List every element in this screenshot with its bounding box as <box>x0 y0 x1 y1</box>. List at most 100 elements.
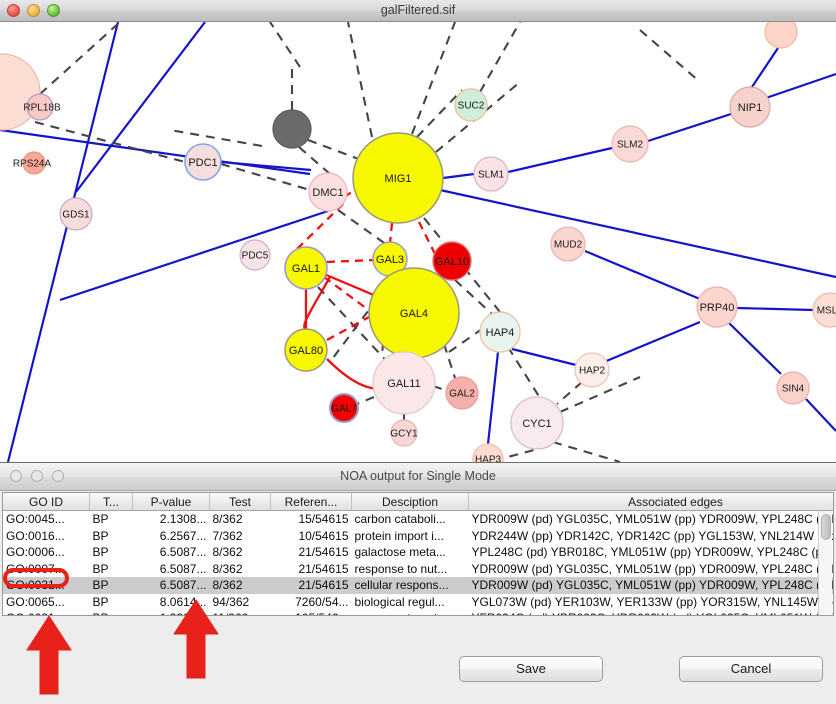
node-dmc1[interactable] <box>308 172 348 212</box>
table-row-selected[interactable]: GO:0031... BP 6.5087... 8/362 21/54615 c… <box>3 577 833 594</box>
node-label-pdc1: PDC1 <box>188 157 217 169</box>
node-hap2[interactable] <box>574 352 610 388</box>
cell-reference: 21/54615 <box>270 577 352 594</box>
node-gal80[interactable] <box>284 328 328 372</box>
edge-prp40-sin4 <box>728 322 782 375</box>
node-gal2[interactable] <box>445 376 479 410</box>
node-pdc1[interactable] <box>184 143 222 181</box>
table-row[interactable]: GO:0006... BP 6.5087... 8/362 21/54615 g… <box>3 544 833 561</box>
node-sin4[interactable] <box>776 371 810 405</box>
cell-test: 8/362 <box>209 577 271 594</box>
table-body: GO:0045... BP 2.1308... 8/362 15/54615 c… <box>3 511 834 615</box>
table-row[interactable]: GO:0065... BP 8.0614... 94/362 7260/54..… <box>3 594 833 611</box>
dialog-button-row: Save Cancel <box>0 656 836 686</box>
edge-dash-suc2-up <box>479 22 521 93</box>
edge-dash-topleft <box>39 22 121 95</box>
node-label-suc2: SUC2 <box>458 101 485 112</box>
edge-dash-hap2-cyc1 <box>556 381 583 405</box>
column-header-test[interactable]: Test <box>209 493 271 511</box>
close-icon[interactable] <box>7 4 20 17</box>
node-nip1[interactable] <box>729 86 771 128</box>
node-hap3[interactable] <box>472 443 504 462</box>
table-row[interactable]: GO:0031... BP 1.3324... 11/362 105/546..… <box>3 610 833 615</box>
edge-dash-gal4-hap4b <box>448 321 493 353</box>
node-label-gal1: GAL1 <box>292 263 320 275</box>
node-gal1[interactable] <box>284 246 328 290</box>
node-rps24a[interactable] <box>22 151 46 175</box>
node-rpl18b[interactable] <box>26 93 54 121</box>
cell-type: BP <box>92 545 109 560</box>
network-graph[interactable]: RPL18B RPS24A GDS1 PDC1 PDC5 DMC1 SUC2 M… <box>0 22 836 462</box>
cell-p-value: 2.1308... <box>159 512 207 527</box>
column-header-type[interactable]: T... <box>89 493 133 511</box>
node-msl[interactable] <box>812 292 836 328</box>
dialog-close-icon[interactable] <box>10 470 22 482</box>
edge-dash-gal1-gal11 <box>317 286 393 368</box>
cell-p-value: 1.3324... <box>133 610 210 615</box>
node-slm1[interactable] <box>473 156 509 192</box>
cell-description: cellular respons... <box>351 577 469 594</box>
cell-type: BP <box>92 561 109 576</box>
edge-dash-cyc1-down <box>552 440 621 462</box>
edge-hap4-hap3 <box>486 351 500 445</box>
edge-nip1-right <box>765 72 836 100</box>
graph-edges <box>0 22 836 462</box>
table-row[interactable]: GO:0016... BP 6.2567... 7/362 10/54615 p… <box>3 528 833 545</box>
edge-mud2-prp40 <box>584 249 701 301</box>
scrollbar-thumb[interactable] <box>821 514 831 540</box>
node-label-sin4: SIN4 <box>782 384 805 395</box>
node-unlabeled-topright[interactable] <box>764 22 798 49</box>
results-table[interactable]: GO ID T... P-value Test Referen... Desci… <box>3 493 834 615</box>
cell-go-id: GO:0006... <box>6 545 65 560</box>
cell-reference: 10/54615 <box>298 528 349 543</box>
dialog-minimize-icon[interactable] <box>31 470 43 482</box>
edge-reddash-gal1-gal3 <box>326 258 375 264</box>
cell-reference: 21/54615 <box>298 561 349 576</box>
column-header-associated-edges[interactable]: Associated edges <box>468 493 833 511</box>
cell-go-id: GO:0016... <box>6 528 65 543</box>
table-vertical-scrollbar[interactable] <box>818 511 832 615</box>
cell-go-id: GO:0007... <box>6 561 65 576</box>
dialog-zoom-icon[interactable] <box>52 470 64 482</box>
edge-reddash-mig1-gal3 <box>388 222 394 244</box>
results-table-container[interactable]: GO ID T... P-value Test Referen... Desci… <box>2 492 834 616</box>
zoom-icon[interactable] <box>47 4 60 17</box>
table-row[interactable]: GO:0007... BP 6.5087... 8/362 21/54615 r… <box>3 561 833 578</box>
column-header-go-id[interactable]: GO ID <box>3 493 90 511</box>
node-gal10[interactable] <box>432 241 472 281</box>
node-slm2[interactable] <box>611 125 649 163</box>
edge-sin4-down <box>805 398 836 432</box>
node-label-slm1: SLM1 <box>478 170 505 181</box>
node-label-slm2: SLM2 <box>617 140 644 151</box>
node-label-nip1: NIP1 <box>738 102 762 114</box>
minimize-icon[interactable] <box>27 4 40 17</box>
save-button[interactable]: Save <box>459 656 603 682</box>
node-label-prp40: PRP40 <box>700 302 735 314</box>
node-gal11[interactable] <box>372 351 436 415</box>
column-header-description[interactable]: Desciption <box>351 493 469 511</box>
node-unlabeled-dark[interactable] <box>272 109 312 149</box>
edge-slm1-slm2 <box>507 146 613 174</box>
graph-nodes[interactable]: RPL18B RPS24A GDS1 PDC1 PDC5 DMC1 SUC2 M… <box>0 22 836 462</box>
network-canvas[interactable]: RPL18B RPS24A GDS1 PDC1 PDC5 DMC1 SUC2 M… <box>0 22 836 462</box>
table-row[interactable]: GO:0045... BP 2.1308... 8/362 15/54615 c… <box>3 511 834 528</box>
node-gcy1[interactable] <box>390 419 418 447</box>
node-suc2[interactable] <box>454 88 488 122</box>
cell-edges: YDR009W (pd) YGL035C, YML051W (pp) YDR00… <box>471 512 834 527</box>
node-gal7[interactable] <box>329 393 359 423</box>
node-gds1[interactable] <box>59 197 93 231</box>
node-hap4[interactable] <box>479 311 521 353</box>
node-pdc5[interactable] <box>239 239 271 271</box>
node-prp40[interactable] <box>696 286 738 328</box>
node-mud2[interactable] <box>550 226 586 262</box>
edge-gds1-up <box>75 22 206 193</box>
node-mig1[interactable] <box>352 132 444 224</box>
table-header-row: GO ID T... P-value Test Referen... Desci… <box>3 493 833 511</box>
column-header-p-value[interactable]: P-value <box>132 493 210 511</box>
window-titlebar: galFiltered.sif <box>0 0 836 22</box>
edge-dash-mig1-up2 <box>411 22 456 135</box>
edge-dash-mig1-up <box>346 22 374 138</box>
node-cyc1[interactable] <box>510 396 564 450</box>
cancel-button[interactable]: Cancel <box>679 656 823 682</box>
column-header-reference[interactable]: Referen... <box>270 493 352 511</box>
